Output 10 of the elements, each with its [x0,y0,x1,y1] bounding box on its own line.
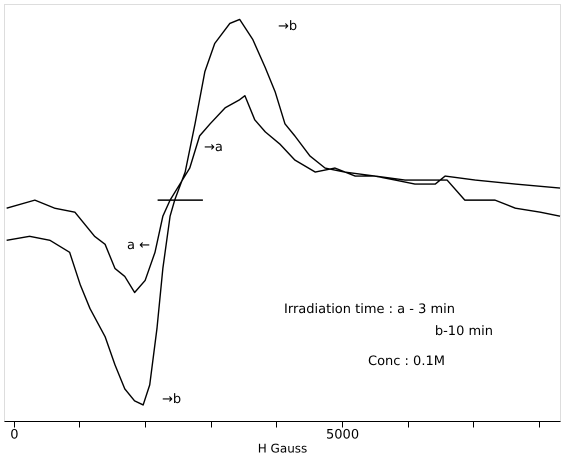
annotation: Conc : 0.1M [368,354,445,369]
x-axis-title: H Gauss [258,442,308,456]
annotation: a ← [127,238,150,253]
annotation: Irradiation time : a - 3 min [284,302,455,317]
x-tick-label: 0 [10,428,18,442]
annotation: →b [162,392,182,407]
annotation: →b [278,19,298,34]
annotation: b-10 min [434,324,493,339]
annotation: →a [204,140,223,155]
x-tick-label: 5000 [326,428,360,442]
